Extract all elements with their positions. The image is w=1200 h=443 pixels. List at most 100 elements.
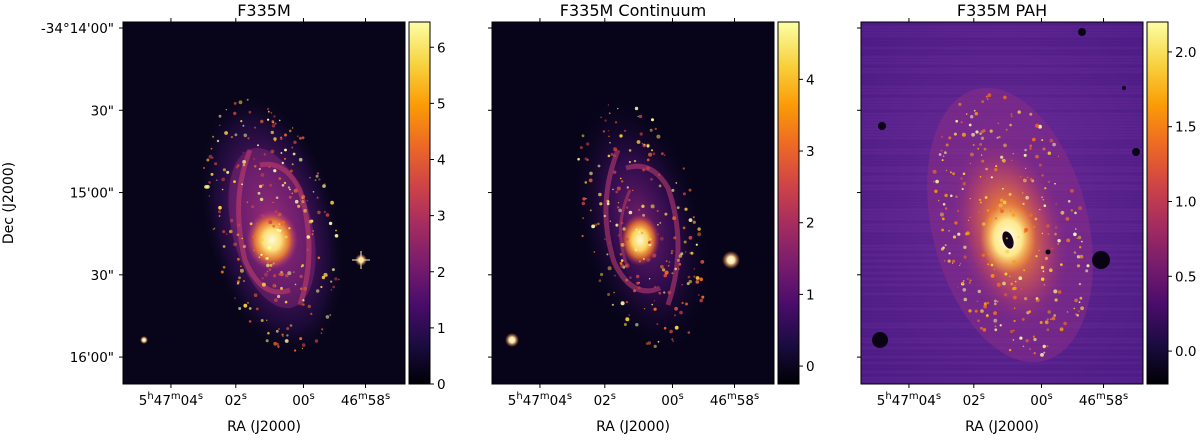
image-speckle [212, 135, 215, 138]
image-speckle [278, 328, 280, 330]
image-speckle [660, 237, 664, 241]
image-speckle [315, 174, 319, 178]
image-speckle [994, 168, 998, 172]
image-speckle [1012, 339, 1015, 341]
image-speckle [985, 95, 988, 98]
image-speckle [589, 209, 592, 212]
image-speckle [258, 256, 261, 259]
image-speckle [632, 189, 634, 192]
image-speckle [270, 112, 273, 114]
image-speckle [650, 177, 653, 181]
image-speckle [628, 149, 632, 152]
image-speckle [582, 217, 584, 219]
image-speckle [280, 270, 283, 274]
colorbar-pah: 0.0 0.5 1.0 1.5 2.0 [1146, 21, 1196, 385]
image-speckle [944, 260, 946, 262]
image-speckle [682, 167, 685, 170]
image-speckle [1049, 268, 1053, 273]
image-speckle [218, 114, 222, 118]
image-speckle [1010, 113, 1013, 115]
image-speckle [320, 285, 323, 289]
image-speckle [945, 169, 948, 171]
colorbar-tick-label: 0.0 [1175, 344, 1196, 360]
image-speckle [260, 319, 264, 322]
image-speckle [977, 289, 981, 294]
image-speckle [633, 159, 637, 163]
image-speckle [651, 303, 653, 306]
image-speckle [335, 229, 337, 232]
image-speckle [656, 323, 659, 326]
image-speckle [321, 275, 326, 280]
image-speckle [267, 118, 270, 121]
image-speckle [642, 213, 645, 217]
image-speckle [1052, 142, 1056, 147]
image-speckle [692, 216, 695, 219]
image-speckle [607, 104, 610, 106]
image-speckle [322, 184, 326, 188]
image-speckle [652, 253, 657, 258]
image-speckle [281, 184, 285, 187]
image-speckle [982, 328, 987, 332]
ra-tick-label: 02s [963, 391, 985, 409]
colorbar-tick-label: 5 [437, 96, 446, 112]
image-speckle [1054, 232, 1057, 236]
image-speckle [1023, 153, 1027, 157]
image-speckle [263, 153, 266, 156]
image-speckle [260, 238, 264, 242]
image-speckle [261, 183, 265, 187]
image-speckle [1005, 249, 1010, 254]
image-speckle [285, 273, 289, 278]
image-speckle [994, 299, 997, 303]
image-speckle [646, 145, 650, 148]
image-speckle [1042, 147, 1046, 151]
image-speckle [1065, 217, 1070, 221]
image-speckle [291, 146, 294, 149]
image-speckle [281, 162, 284, 165]
image-speckle [332, 285, 336, 289]
image-speckle [1054, 298, 1058, 302]
image-speckle [274, 122, 277, 125]
image-speckle [280, 272, 284, 277]
image-speckle [323, 272, 328, 277]
image-speckle [261, 277, 265, 280]
image-speckle [330, 280, 333, 283]
image-speckle [978, 211, 981, 213]
image-speckle [247, 301, 249, 304]
image-speckle [584, 157, 588, 161]
image-speckle [1025, 167, 1027, 169]
image-speckle [958, 102, 962, 106]
image-speckle [1021, 207, 1025, 211]
image-speckle [1047, 151, 1052, 155]
image-speckle [986, 301, 990, 305]
image-speckle [293, 140, 297, 144]
image-speckle [1024, 148, 1027, 152]
image-speckle [278, 119, 281, 122]
image-speckle [682, 192, 686, 196]
image-speckle [238, 276, 241, 280]
image-speckle [699, 277, 703, 282]
image-speckle [1066, 311, 1069, 313]
image-speckle [621, 180, 624, 183]
image-speckle [980, 309, 984, 313]
dec-tick-label: 15'00" [70, 186, 114, 202]
image-speckle [225, 109, 227, 111]
image-speckle [210, 147, 213, 150]
image-speckle [229, 229, 233, 234]
image-speckle [311, 233, 314, 236]
colorbar-tick-label: 0.5 [1175, 269, 1196, 285]
image-speckle [302, 303, 305, 306]
image-speckle [270, 149, 275, 154]
colorbar-tick-label: 1 [437, 321, 446, 337]
image-speckle [1073, 307, 1076, 310]
image-speckle [986, 209, 990, 212]
colorbar-tick-label: 3 [437, 209, 446, 225]
image-speckle [653, 285, 657, 289]
image-speckle [271, 120, 275, 123]
image-speckle [270, 130, 274, 135]
image-speckle [1044, 320, 1049, 325]
image-speckle [976, 300, 979, 302]
image-speckle [604, 238, 606, 240]
image-speckle [646, 257, 651, 262]
image-speckle [684, 251, 687, 253]
image-speckle [1004, 272, 1008, 276]
